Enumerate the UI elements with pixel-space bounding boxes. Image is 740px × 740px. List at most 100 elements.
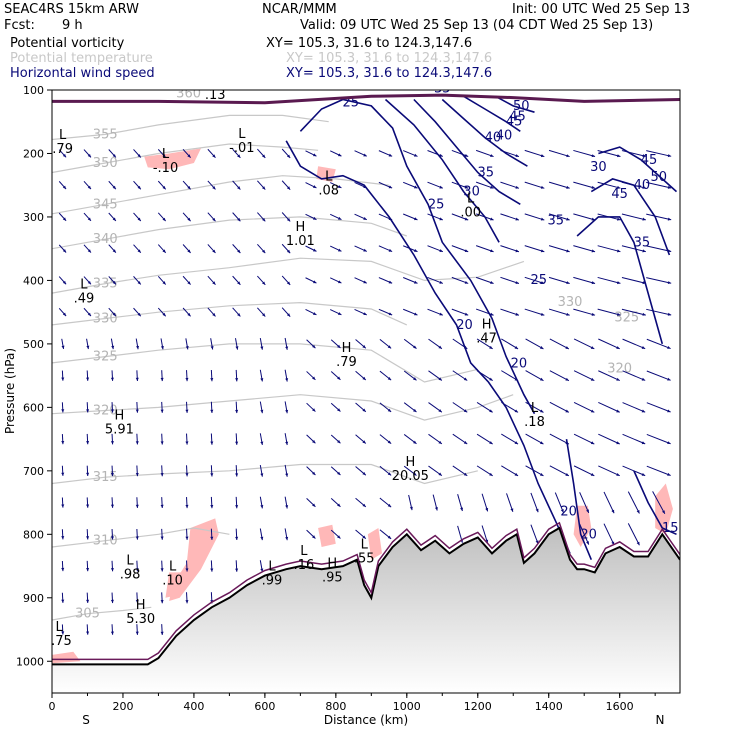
ws-contour-label: 35 [548,214,565,229]
wind-vector [432,494,438,511]
pv-extremum-type: H [327,557,337,572]
wind-vector [573,276,596,285]
wind-vector [185,560,189,572]
wind-vector [108,307,117,317]
wind-vector [597,150,621,158]
wind-vector [452,370,468,381]
pt-contour [52,216,408,250]
pv-extremum-value: .95 [322,571,343,586]
wind-vector [548,276,570,285]
wind-vector [428,338,443,350]
wind-vector [110,402,114,413]
wind-vector [330,529,341,539]
wind-vector [330,371,341,381]
wind-vector [160,497,164,509]
wind-vector [305,150,317,157]
pt-contour-label: 345 [93,197,118,212]
wind-vector [598,465,620,477]
pv-extremum: L.49 [74,277,95,306]
wind-vector [281,275,291,286]
wind-vector [646,277,672,285]
wind-vector [259,496,264,509]
wind-vector [549,338,570,350]
terrain-fill [52,528,680,693]
wind-vector [408,494,413,511]
wind-vector [281,243,291,254]
pv-extremum-value: .18 [524,415,545,430]
pv-extremum: L-.75 [52,620,72,649]
wind-vector [58,276,67,285]
wind-vector [61,370,65,381]
pt-contour-label: 315 [93,470,118,485]
wind-vector [210,496,214,509]
wind-vector [305,213,317,221]
wind-vector [524,213,545,221]
wind-vector [235,560,239,572]
wind-vector [86,338,90,350]
wind-vector [232,307,241,317]
wind-vector [235,465,239,477]
wind-vector [548,149,570,158]
wind-vector [135,497,139,508]
x-axis-right-end-label: N [656,713,665,727]
wind-vector [500,213,520,221]
pv-extremum-type: L [531,401,539,416]
wind-vector [451,149,469,157]
plot-frame [51,89,681,694]
wind-vector [475,276,494,284]
wind-vector [207,148,216,159]
wind-vector [573,149,596,158]
pv-shaded-region [367,528,382,560]
wind-vector [378,181,393,189]
ws-contour [413,98,521,205]
wind-vector [235,528,239,541]
wind-vector [210,338,214,350]
wind-vector [475,181,494,189]
wind-vector [207,275,216,285]
ws-contour-label: 30 [463,185,480,200]
x-tick-label: 800 [325,700,346,713]
pv-extremum: L.10 [162,560,183,589]
wind-vector [133,276,142,285]
wind-vector [135,401,139,413]
wind-vector [330,339,341,349]
wind-vector [451,308,469,316]
wind-vector [61,592,65,603]
wind-vector [61,560,65,572]
x-tick-label: 600 [254,700,275,713]
ws-contour-label: 25 [531,273,548,288]
wind-vector [573,338,595,350]
wind-vector [284,337,289,350]
pv-shaded-region [52,651,81,664]
wind-vector [427,276,444,284]
wind-vector [475,149,494,158]
wind-vector [646,370,671,381]
wind-vector [378,150,393,157]
wind-vector [133,149,142,158]
wind-vector [646,213,672,221]
wind-vector [284,496,289,509]
wind-vector [86,560,90,572]
wind-vector [427,213,444,221]
pv-extremum: H.95 [322,557,343,586]
ws-contour-label: 40 [485,131,502,146]
wind-vector [627,491,640,514]
valid-time: Valid: 09 UTC Wed 25 Sep 13 (04 CDT Wed … [300,18,654,33]
pv-extremum: L.08 [318,169,339,198]
wind-vector [86,624,90,635]
wind-vector [573,465,595,477]
wind-vector [110,529,114,540]
wind-vector [451,245,469,253]
pv-extremum-type: L [325,169,333,184]
wind-vector [305,309,317,316]
pv-extremum: H1.01 [286,220,315,249]
wind-vector [354,150,368,157]
pt-contour-label: 330 [93,312,118,327]
wind-vector [475,245,494,253]
wind-vector [157,244,167,254]
pv-extremum-type: H [136,598,146,613]
wind-vector [182,244,191,254]
pv-extremum-type: H [115,409,125,424]
center-title: NCAR/MMM [262,2,337,17]
wind-vector [451,213,469,221]
